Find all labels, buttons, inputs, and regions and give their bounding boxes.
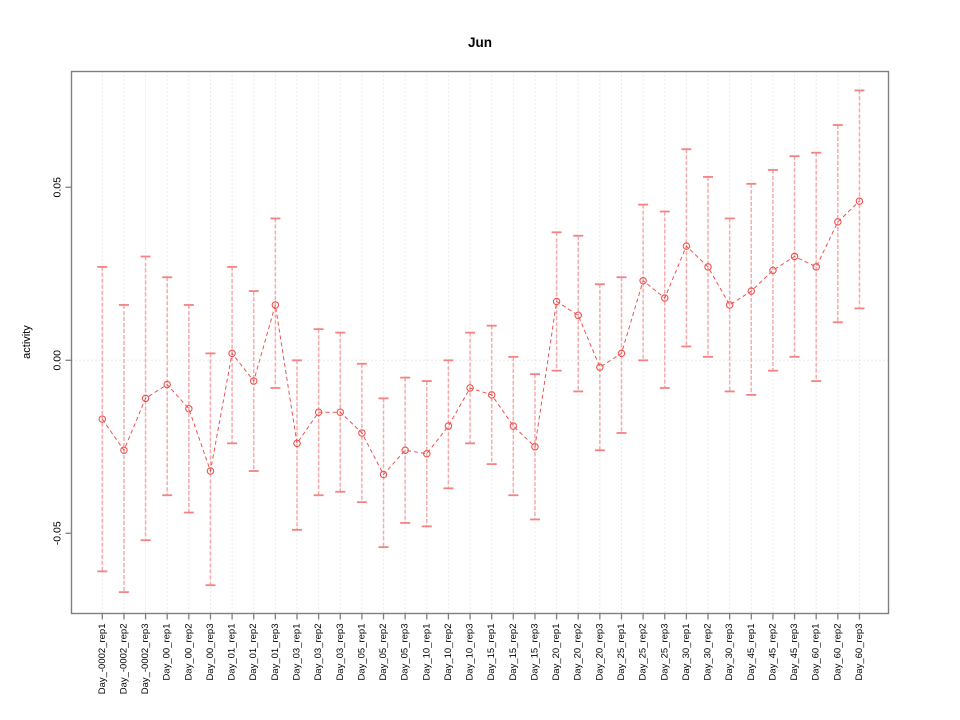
data-point-marker xyxy=(704,263,712,271)
data-point-marker xyxy=(639,276,647,285)
x-tick-label: Day_45_rep2 xyxy=(767,624,778,681)
x-tick-label: Day_20_rep3 xyxy=(594,624,605,681)
data-points xyxy=(98,197,864,479)
data-point-marker xyxy=(185,404,193,413)
x-tick-label: Day_-0002_rep3 xyxy=(140,624,151,695)
x-tick-label: Day_00_rep1 xyxy=(162,624,173,681)
x-tick-label: Day_60_rep1 xyxy=(811,624,822,681)
x-tick-label: Day_03_rep2 xyxy=(313,624,324,681)
data-point-marker xyxy=(682,242,691,250)
series-line xyxy=(101,200,860,476)
y-tick-label: -0.05 xyxy=(52,521,64,545)
gridlines xyxy=(71,71,889,614)
data-point-marker xyxy=(661,294,669,302)
data-point-marker xyxy=(379,470,388,479)
chart-title: Jun xyxy=(468,35,492,50)
data-point-marker xyxy=(509,422,518,430)
x-tick-label: Day_15_rep3 xyxy=(529,624,540,681)
x-tick-label: Day_20_rep2 xyxy=(573,624,584,681)
data-point-marker xyxy=(531,443,539,451)
data-point-marker xyxy=(444,422,453,430)
axes: Day_-0002_rep1 Day_-0002_rep2 Day_-0002_re… xyxy=(52,70,890,695)
x-tick-label: Day_05_rep1 xyxy=(356,624,367,681)
series-polyline xyxy=(101,200,860,476)
data-point-marker xyxy=(574,311,582,320)
data-point-marker xyxy=(206,467,215,475)
data-point-marker xyxy=(487,391,496,399)
x-tick-label: Day_30_rep1 xyxy=(681,624,692,681)
data-point-marker xyxy=(401,446,409,455)
y-tick-label: 0.05 xyxy=(52,177,64,198)
x-tick-label: Day_25_rep3 xyxy=(659,624,670,681)
data-point-marker xyxy=(747,287,756,295)
data-point-marker xyxy=(271,301,280,309)
x-tick-label: Day_15_rep2 xyxy=(508,624,519,681)
data-point-marker xyxy=(163,380,171,389)
error-bars xyxy=(97,89,865,594)
x-tick-label: Day_01_rep2 xyxy=(248,624,259,681)
data-point-marker xyxy=(855,197,864,205)
x-tick-label: Day_45_rep1 xyxy=(746,624,757,681)
x-tick-label: Day_00_rep3 xyxy=(205,624,216,681)
data-point-marker xyxy=(617,349,626,358)
data-point-marker xyxy=(141,394,150,403)
x-tick-label: Day_60_rep2 xyxy=(832,624,843,681)
x-tick-label: Day_00_rep2 xyxy=(183,624,194,681)
x-tick-label: Day_03_rep3 xyxy=(335,624,346,681)
data-point-marker xyxy=(358,429,366,437)
x-tick-label: Day_-0002_rep2 xyxy=(118,624,129,695)
data-point-marker xyxy=(423,449,431,458)
data-point-marker xyxy=(249,377,258,385)
data-point-marker xyxy=(466,384,474,392)
x-tick-label: Day_05_rep3 xyxy=(400,624,411,681)
x-tick-label: Day_60_rep3 xyxy=(854,624,865,681)
data-point-marker xyxy=(725,301,734,309)
x-tick-label: Day_05_rep2 xyxy=(378,624,389,681)
data-point-marker xyxy=(812,263,820,271)
x-tick-label: Day_01_rep1 xyxy=(227,624,238,681)
data-point-marker xyxy=(596,363,604,371)
data-point-marker xyxy=(552,297,561,306)
data-point-marker xyxy=(769,266,777,275)
x-tick-label: Day_45_rep3 xyxy=(789,624,800,681)
y-tick-label: 0.00 xyxy=(52,350,64,371)
x-tick-label: Day_-0002_rep1 xyxy=(97,624,108,695)
data-point-marker xyxy=(790,252,799,261)
x-tick-label: Day_25_rep1 xyxy=(616,624,627,681)
data-point-marker xyxy=(336,408,345,416)
x-tick-label: Day_30_rep2 xyxy=(703,624,714,681)
x-tick-label: Day_20_rep1 xyxy=(551,624,562,681)
y-axis-title: activity xyxy=(21,325,33,359)
data-point-marker xyxy=(120,446,128,455)
x-tick-label: Day_25_rep2 xyxy=(638,624,649,681)
x-tick-label: Day_10_rep1 xyxy=(421,624,432,681)
x-tick-label: Day_10_rep3 xyxy=(465,624,476,681)
data-point-marker xyxy=(228,349,236,358)
data-point-marker xyxy=(834,218,842,226)
x-tick-label: Day_10_rep2 xyxy=(443,624,454,681)
data-point-marker xyxy=(293,439,301,448)
data-point-marker xyxy=(98,415,107,423)
x-tick-label: Day_30_rep3 xyxy=(724,624,735,681)
x-tick-label: Day_01_rep3 xyxy=(270,624,281,681)
x-tick-label: Day_03_rep1 xyxy=(291,624,302,681)
plot-box xyxy=(70,70,890,615)
x-tick-label: Day_15_rep1 xyxy=(486,624,497,681)
data-point-marker xyxy=(314,408,323,416)
